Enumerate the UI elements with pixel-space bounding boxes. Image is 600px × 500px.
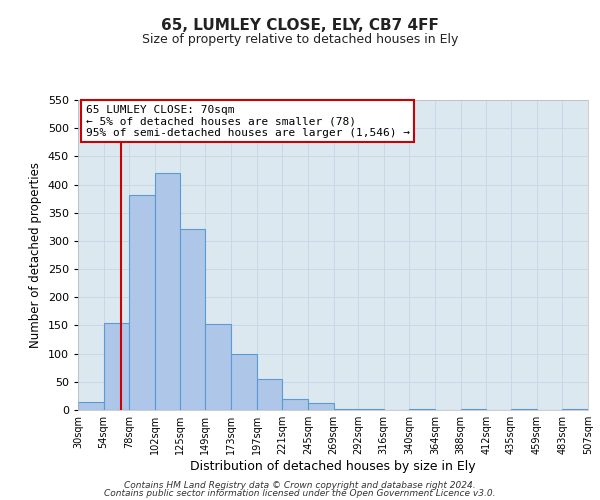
Text: Contains public sector information licensed under the Open Government Licence v3: Contains public sector information licen… — [104, 489, 496, 498]
Bar — [78, 402, 104, 410]
Text: 65 LUMLEY CLOSE: 70sqm
← 5% of detached houses are smaller (78)
95% of semi-deta: 65 LUMLEY CLOSE: 70sqm ← 5% of detached … — [86, 104, 410, 138]
Text: 65, LUMLEY CLOSE, ELY, CB7 4FF: 65, LUMLEY CLOSE, ELY, CB7 4FF — [161, 18, 439, 32]
Bar — [104, 322, 130, 410]
X-axis label: Distribution of detached houses by size in Ely: Distribution of detached houses by size … — [190, 460, 476, 473]
Bar — [231, 354, 257, 410]
Y-axis label: Number of detached properties: Number of detached properties — [29, 162, 42, 348]
Bar — [205, 324, 231, 410]
Bar — [511, 409, 536, 410]
Bar — [334, 409, 358, 410]
Bar — [308, 403, 334, 410]
Bar — [282, 398, 308, 410]
Bar — [130, 194, 155, 410]
Bar — [257, 379, 282, 410]
Text: Contains HM Land Registry data © Crown copyright and database right 2024.: Contains HM Land Registry data © Crown c… — [124, 480, 476, 490]
Bar — [409, 409, 435, 410]
Bar — [179, 228, 205, 410]
Text: Size of property relative to detached houses in Ely: Size of property relative to detached ho… — [142, 32, 458, 46]
Bar — [155, 174, 179, 410]
